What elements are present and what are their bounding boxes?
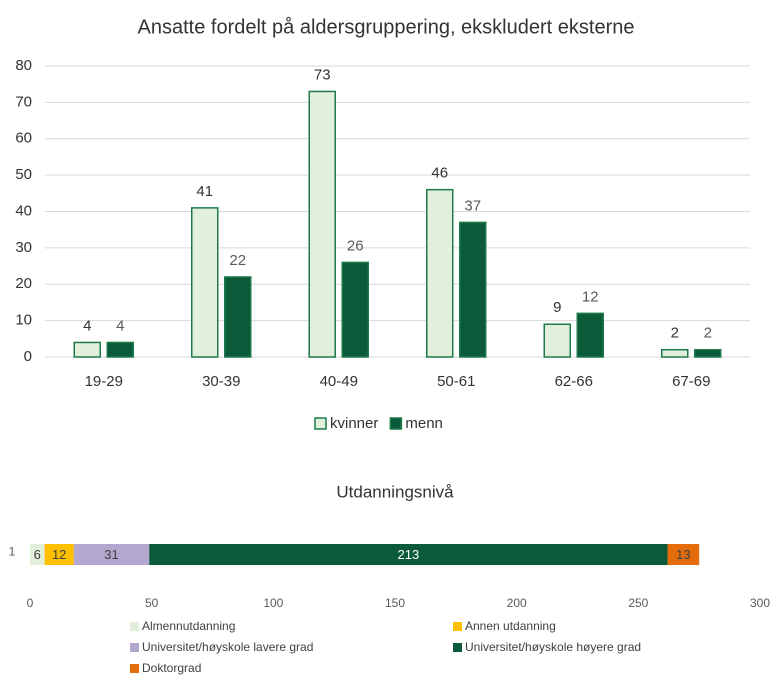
x-tick-label: 0 (27, 596, 34, 610)
x-tick-label: 300 (750, 596, 770, 610)
bar (661, 348, 689, 358)
value-label: 41 (196, 183, 213, 200)
legend-label: menn (405, 415, 443, 432)
bar (459, 221, 487, 358)
x-tick-label: 30-39 (202, 373, 240, 390)
bar (694, 348, 722, 358)
value-label: 22 (229, 252, 246, 269)
value-label: 46 (431, 165, 448, 182)
chart-title: Utdanningsnivå (336, 482, 454, 501)
bar (341, 261, 369, 358)
y-tick-label: 20 (15, 275, 32, 292)
value-label: 4 (116, 317, 124, 334)
x-tick-label: 100 (263, 596, 283, 610)
value-label: 26 (347, 237, 364, 254)
bar (426, 188, 454, 358)
value-label: 2 (671, 325, 679, 342)
value-label: 6 (34, 547, 41, 562)
bar-segment (73, 544, 150, 565)
bar (73, 341, 101, 358)
x-tick-label: 50 (145, 596, 159, 610)
x-tick-label: 200 (507, 596, 527, 610)
bar (543, 323, 571, 358)
y-tick-label: 80 (15, 57, 32, 74)
x-tick-label: 150 (385, 596, 405, 610)
legend-swatch (130, 664, 139, 673)
legend-swatch (453, 622, 462, 631)
legend-label: Annen utdanning (465, 619, 556, 633)
legend-swatch (453, 643, 462, 652)
legend-label: kvinner (330, 415, 378, 432)
legend-label: Doktorgrad (142, 661, 201, 675)
bar-segment (30, 544, 45, 565)
legend-swatch (130, 622, 139, 631)
x-tick-label: 67-69 (672, 373, 710, 390)
legend-swatch (130, 643, 139, 652)
value-label: 37 (464, 197, 481, 214)
x-tick-label: 50-61 (437, 373, 475, 390)
y-tick-label: 60 (15, 130, 32, 147)
bar (106, 341, 134, 358)
value-label: 213 (398, 547, 420, 562)
value-label: 4 (83, 317, 91, 334)
value-label: 12 (52, 547, 66, 562)
y-tick-label: 50 (15, 166, 32, 183)
y-tick-label: 30 (15, 239, 32, 256)
bar-segment (149, 544, 668, 565)
bar (308, 90, 336, 358)
bar-segment (44, 544, 74, 565)
x-tick-label: 40-49 (320, 373, 358, 390)
x-tick-label: 19-29 (85, 373, 123, 390)
y-tick-label: 0 (24, 348, 32, 365)
legend-swatch (314, 417, 327, 430)
y-tick-label: 70 (15, 93, 32, 110)
value-label: 13 (676, 547, 690, 562)
value-label: 2 (704, 325, 712, 342)
legend-label: Universitet/høyskole lavere grad (142, 640, 313, 654)
x-tick-label: 250 (628, 596, 648, 610)
y-tick-label: 1 (9, 545, 16, 559)
legend-label: Universitet/høyskole høyere grad (465, 640, 641, 654)
value-label: 31 (104, 547, 118, 562)
y-tick-label: 10 (15, 312, 32, 329)
legend-swatch (389, 417, 403, 430)
bar (576, 312, 604, 358)
bar-segment (667, 544, 700, 565)
chart-title: Ansatte fordelt på aldersgruppering, eks… (138, 16, 635, 38)
value-label: 9 (553, 299, 561, 316)
value-label: 73 (314, 66, 331, 83)
value-label: 12 (582, 288, 599, 305)
bar (224, 276, 252, 358)
legend-label: Almennutdanning (142, 619, 235, 633)
x-tick-label: 62-66 (555, 373, 593, 390)
y-tick-label: 40 (15, 202, 32, 219)
bar (191, 207, 219, 358)
